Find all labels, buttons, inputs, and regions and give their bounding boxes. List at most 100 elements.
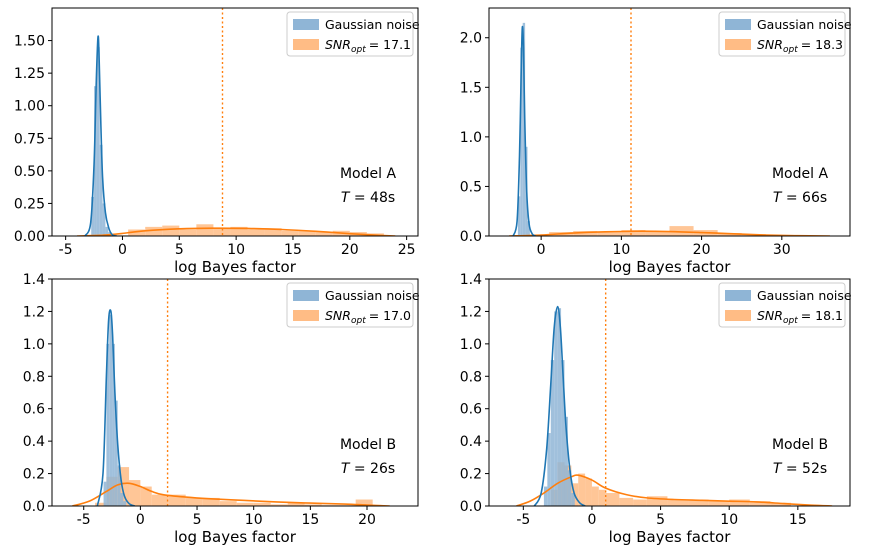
legend: Gaussian noise SNRopt = 17.0 [286, 282, 420, 328]
legend-swatch-noise [725, 19, 751, 30]
y-tick-label: 1.25 [14, 66, 45, 82]
legend-label-signal: SNRopt = 18.1 [757, 308, 843, 326]
x-axis-label: log Bayes factor [609, 528, 732, 546]
signal-hist-bar [708, 501, 730, 506]
noise-hist-bar [567, 470, 572, 506]
signal-hist-bar [253, 502, 271, 506]
signal-hist-bar [117, 467, 130, 506]
legend-snr-subscript: opt [783, 316, 798, 326]
y-tick-label: 1.5 [460, 80, 482, 96]
legend-label-noise: Gaussian noise [325, 17, 420, 32]
x-tick-label: -5 [77, 512, 91, 528]
y-tick-label: 0.2 [460, 467, 482, 483]
annotation-duration: T = 26s [341, 461, 395, 477]
noise-hist-bar [91, 196, 95, 236]
legend-label-signal: SNRopt = 18.3 [757, 37, 843, 55]
signal-hist-bar [298, 230, 316, 236]
signal-hist-bar [573, 231, 598, 236]
legend-label-noise: Gaussian noise [757, 17, 852, 32]
signal-hist-bar [202, 497, 220, 506]
legend-snr-subscript: opt [783, 45, 798, 55]
legend-snr-value: = 18.1 [801, 308, 843, 323]
noise-hist-bar [94, 86, 97, 236]
legend-swatch-noise [293, 290, 319, 301]
signal-hist-bar [196, 224, 214, 236]
legend-swatch-signal [725, 39, 751, 50]
noise-hist-bar [557, 308, 562, 506]
signal-hist-bar [729, 499, 750, 506]
signal-hist-bar [591, 486, 599, 506]
y-tick-label: 0.75 [14, 131, 45, 147]
x-tick-label: 15 [301, 512, 319, 528]
noise-hist-bar [571, 493, 575, 506]
plot-frame [488, 7, 851, 237]
legend: Gaussian noise SNRopt = 17.1 [286, 11, 420, 57]
y-tick-label: 0.0 [460, 229, 482, 245]
x-tick-label: 20 [693, 242, 711, 258]
x-tick-label: 15 [789, 512, 807, 528]
legend-snr-symbol: SNR [325, 37, 351, 52]
x-tick-label: 0 [587, 512, 596, 528]
annotation-duration: T = 52s [773, 461, 827, 477]
panel-3: -5 0 5 10 15 20 0.0 0.2 0.4 0.6 0.8 1.0 1.2 1.4 log Ba… [23, 272, 420, 546]
y-tick-label: 0.0 [23, 499, 45, 515]
annotation-t-symbol: T [773, 461, 783, 477]
y-tick-label: 0.6 [23, 402, 45, 418]
signal-hist-bar [151, 494, 169, 506]
x-tick-label: 0 [136, 512, 145, 528]
signal-hist-bar [168, 494, 186, 506]
y-tick-label: 0.4 [460, 434, 482, 450]
y-tick-label: 0.8 [460, 369, 482, 385]
legend-swatch-noise [293, 19, 319, 30]
legend-snr-subscript: opt [351, 45, 366, 55]
signal-hist-bar [315, 232, 333, 236]
signal-hist-bar [667, 499, 689, 506]
noise-hist-bar [547, 433, 551, 506]
legend-snr-symbol: SNR [757, 37, 783, 52]
plot-area [509, 8, 830, 236]
signal-hist-bar [669, 226, 694, 236]
noise-hist-bar [120, 493, 124, 506]
signal-hist-bar [185, 497, 203, 506]
legend-snr-symbol: SNR [757, 308, 783, 323]
signal-hist-bar [281, 230, 299, 236]
annotation-model: Model B [772, 437, 828, 453]
signal-hist-bar [619, 497, 634, 506]
plot-frame [488, 278, 851, 507]
signal-hist-bar [717, 233, 742, 236]
annotation-t-value: = 48s [349, 190, 395, 206]
noise-hist-bar [102, 203, 106, 236]
y-tick-label: 0.2 [23, 467, 45, 483]
x-tick-label: 10 [227, 242, 245, 258]
annotation-duration: T = 66s [773, 190, 827, 206]
y-tick-label: 0.00 [14, 229, 45, 245]
plot-frame [51, 278, 419, 507]
signal-hist-bar [270, 504, 288, 506]
annotation-t-value: = 66s [781, 190, 827, 206]
legend-snr-subscript: opt [351, 316, 366, 326]
panel-4: -5 0 5 10 15 0.0 0.2 0.4 0.6 0.8 1.0 1.2 1.4 log Baye… [460, 272, 852, 546]
annotation-model: Model B [340, 437, 396, 453]
signal-kde-line [76, 227, 396, 236]
noise-hist-bar [109, 314, 113, 506]
legend-swatch-signal [725, 310, 751, 321]
annotation-t-value: = 52s [781, 461, 827, 477]
x-tick-label: -5 [516, 512, 530, 528]
signal-hist-bar [230, 226, 248, 236]
noise-hist-bar [106, 343, 110, 506]
y-tick-label: 2.0 [460, 31, 482, 47]
annotation-model: Model A [340, 166, 396, 182]
signal-hist-bar [645, 231, 670, 236]
y-tick-label: 1.50 [14, 34, 45, 50]
x-tick-label: -5 [59, 242, 73, 258]
noise-hist-bar [105, 226, 109, 236]
signal-kde-line [72, 482, 390, 506]
legend-label-signal: SNRopt = 17.0 [325, 308, 411, 326]
annotation-duration: T = 48s [341, 190, 395, 206]
y-tick-label: 0.5 [460, 179, 482, 195]
annotation-t-value: = 26s [349, 461, 395, 477]
x-tick-label: 0 [118, 242, 127, 258]
y-tick-label: 1.2 [23, 304, 45, 320]
signal-hist-bar [264, 228, 282, 236]
